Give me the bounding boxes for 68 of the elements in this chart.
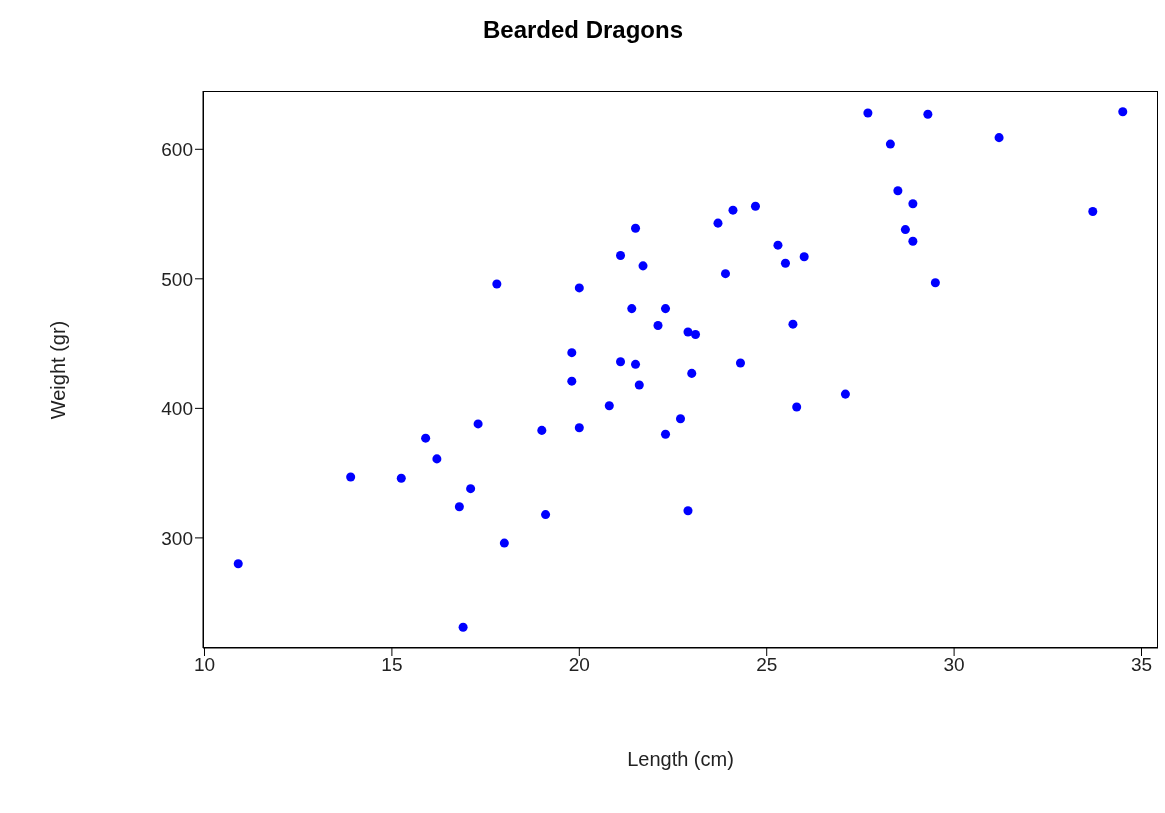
- point: [396, 473, 406, 483]
- point: [631, 223, 641, 233]
- point: [792, 402, 802, 412]
- point: [713, 218, 723, 228]
- point: [908, 236, 918, 246]
- x-tick-label: 20: [568, 654, 590, 676]
- point: [660, 304, 671, 314]
- point: [750, 201, 760, 211]
- point: [537, 425, 547, 435]
- point: [454, 502, 464, 512]
- point: [885, 139, 895, 149]
- point: [346, 472, 356, 482]
- x-tick-label: 25: [756, 654, 778, 676]
- point: [421, 433, 431, 443]
- y-tick-label: 600: [161, 139, 193, 161]
- point: [432, 454, 442, 464]
- point: [499, 538, 509, 548]
- x-tick-label: 10: [193, 654, 216, 676]
- y-tick-label: 400: [161, 398, 193, 420]
- point: [675, 414, 686, 424]
- point: [233, 559, 243, 569]
- y-tick-label: 500: [161, 268, 193, 290]
- point: [923, 109, 933, 119]
- chart-title: Bearded Dragons: [481, 16, 685, 44]
- point: [908, 199, 918, 209]
- x-tick-label: 30: [943, 654, 965, 676]
- point: [683, 506, 693, 516]
- point: [788, 319, 798, 329]
- point: [840, 389, 850, 399]
- point: [458, 622, 468, 632]
- point: [473, 419, 483, 429]
- point: [683, 327, 693, 337]
- point: [466, 484, 476, 494]
- y-tick-label: 300: [161, 527, 193, 549]
- point: [660, 429, 671, 439]
- point: [900, 225, 910, 235]
- point: [735, 358, 745, 368]
- x-axis-title: Length (cm): [626, 748, 735, 771]
- point: [720, 269, 730, 279]
- point: [541, 510, 551, 520]
- point: [780, 258, 790, 268]
- point: [567, 376, 577, 386]
- point: [1088, 206, 1098, 216]
- point: [574, 283, 584, 293]
- point: [653, 320, 663, 330]
- point: [492, 279, 502, 289]
- point: [799, 252, 809, 262]
- point: [604, 401, 614, 411]
- x-tick-label: 15: [381, 654, 403, 676]
- point: [690, 330, 701, 340]
- point: [567, 348, 577, 358]
- point: [631, 359, 641, 369]
- point: [627, 304, 637, 314]
- point: [616, 357, 626, 367]
- point: [893, 186, 903, 196]
- point: [930, 278, 940, 288]
- point: [728, 205, 738, 215]
- point: [773, 240, 783, 250]
- point: [574, 423, 584, 433]
- x-tick-label: 35: [1130, 654, 1153, 676]
- point: [1118, 107, 1128, 117]
- point: [687, 368, 697, 378]
- point: [638, 261, 648, 271]
- y-axis-title: Weight (gr): [46, 320, 70, 419]
- point: [616, 251, 626, 261]
- point: [863, 108, 873, 118]
- point: [994, 133, 1004, 143]
- point: [634, 380, 644, 390]
